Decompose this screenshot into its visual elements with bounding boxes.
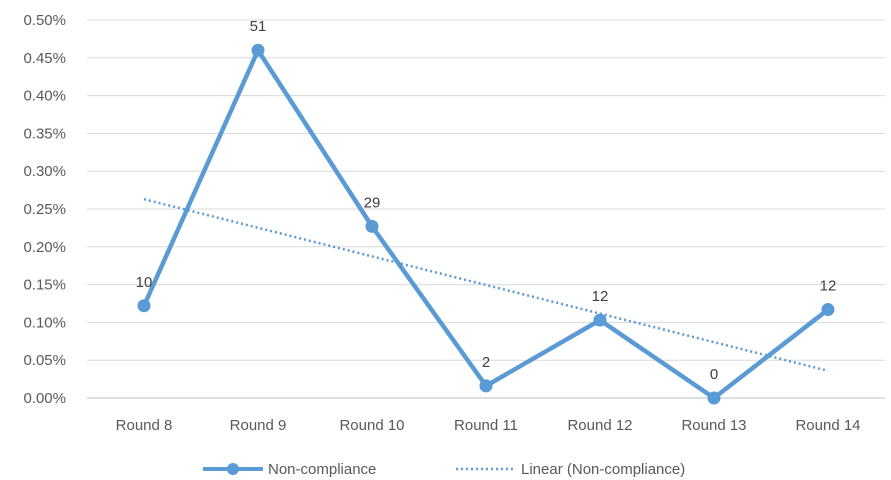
legend-item-trendline: Linear (Non-compliance): [456, 461, 685, 478]
y-tick-label: 0.45%: [23, 50, 66, 67]
data-point: [251, 43, 265, 57]
y-tick-label: 0.40%: [23, 88, 66, 105]
data-label: 29: [364, 194, 381, 211]
series-non-compliance: [137, 43, 835, 405]
data-label: 51: [250, 18, 267, 35]
y-tick-label: 0.05%: [23, 352, 66, 369]
x-tick-label: Round 8: [116, 417, 173, 434]
x-tick-label: Round 12: [567, 417, 632, 434]
data-label: 12: [820, 278, 837, 295]
data-label: 0: [710, 366, 718, 383]
x-tick-label: Round 9: [230, 417, 287, 434]
x-tick-label: Round 14: [795, 417, 860, 434]
y-tick-label: 0.10%: [23, 314, 66, 331]
y-tick-label: 0.35%: [23, 125, 66, 142]
x-tick-label: Round 11: [454, 417, 518, 434]
legend-trendline-label: Linear (Non-compliance): [521, 461, 685, 478]
y-tick-label: 0.25%: [23, 201, 66, 218]
data-point: [593, 313, 607, 327]
data-point: [137, 299, 151, 313]
y-tick-label: 0.00%: [23, 390, 66, 407]
legend-series-label: Non-compliance: [268, 461, 376, 478]
legend-series-marker: [227, 463, 239, 475]
gridlines: [87, 19, 885, 399]
data-label: 10: [136, 274, 153, 291]
y-tick-label: 0.30%: [23, 163, 66, 180]
data-labels: 10 51 29 2 12 0 12: [136, 18, 837, 383]
data-point: [365, 219, 379, 233]
data-label: 12: [592, 288, 609, 305]
y-tick-label: 0.20%: [23, 239, 66, 256]
y-tick-label: 0.50%: [23, 12, 66, 29]
x-axis-ticks: Round 8 Round 9 Round 10 Round 11 Round 12 Ro…: [116, 417, 861, 434]
y-axis-ticks: 0.00% 0.05% 0.10% 0.15% 0.20% 0.25% 0.30% 0.35%…: [23, 12, 66, 407]
x-tick-label: Round 13: [681, 417, 746, 434]
data-point: [821, 303, 835, 317]
legend: Non-compliance Linear (Non-compliance): [203, 461, 685, 478]
data-label: 2: [482, 354, 490, 371]
y-tick-label: 0.15%: [23, 277, 66, 294]
legend-item-series: Non-compliance: [203, 461, 376, 478]
data-point: [479, 379, 493, 393]
data-point: [707, 391, 721, 405]
x-tick-label: Round 10: [339, 417, 404, 434]
